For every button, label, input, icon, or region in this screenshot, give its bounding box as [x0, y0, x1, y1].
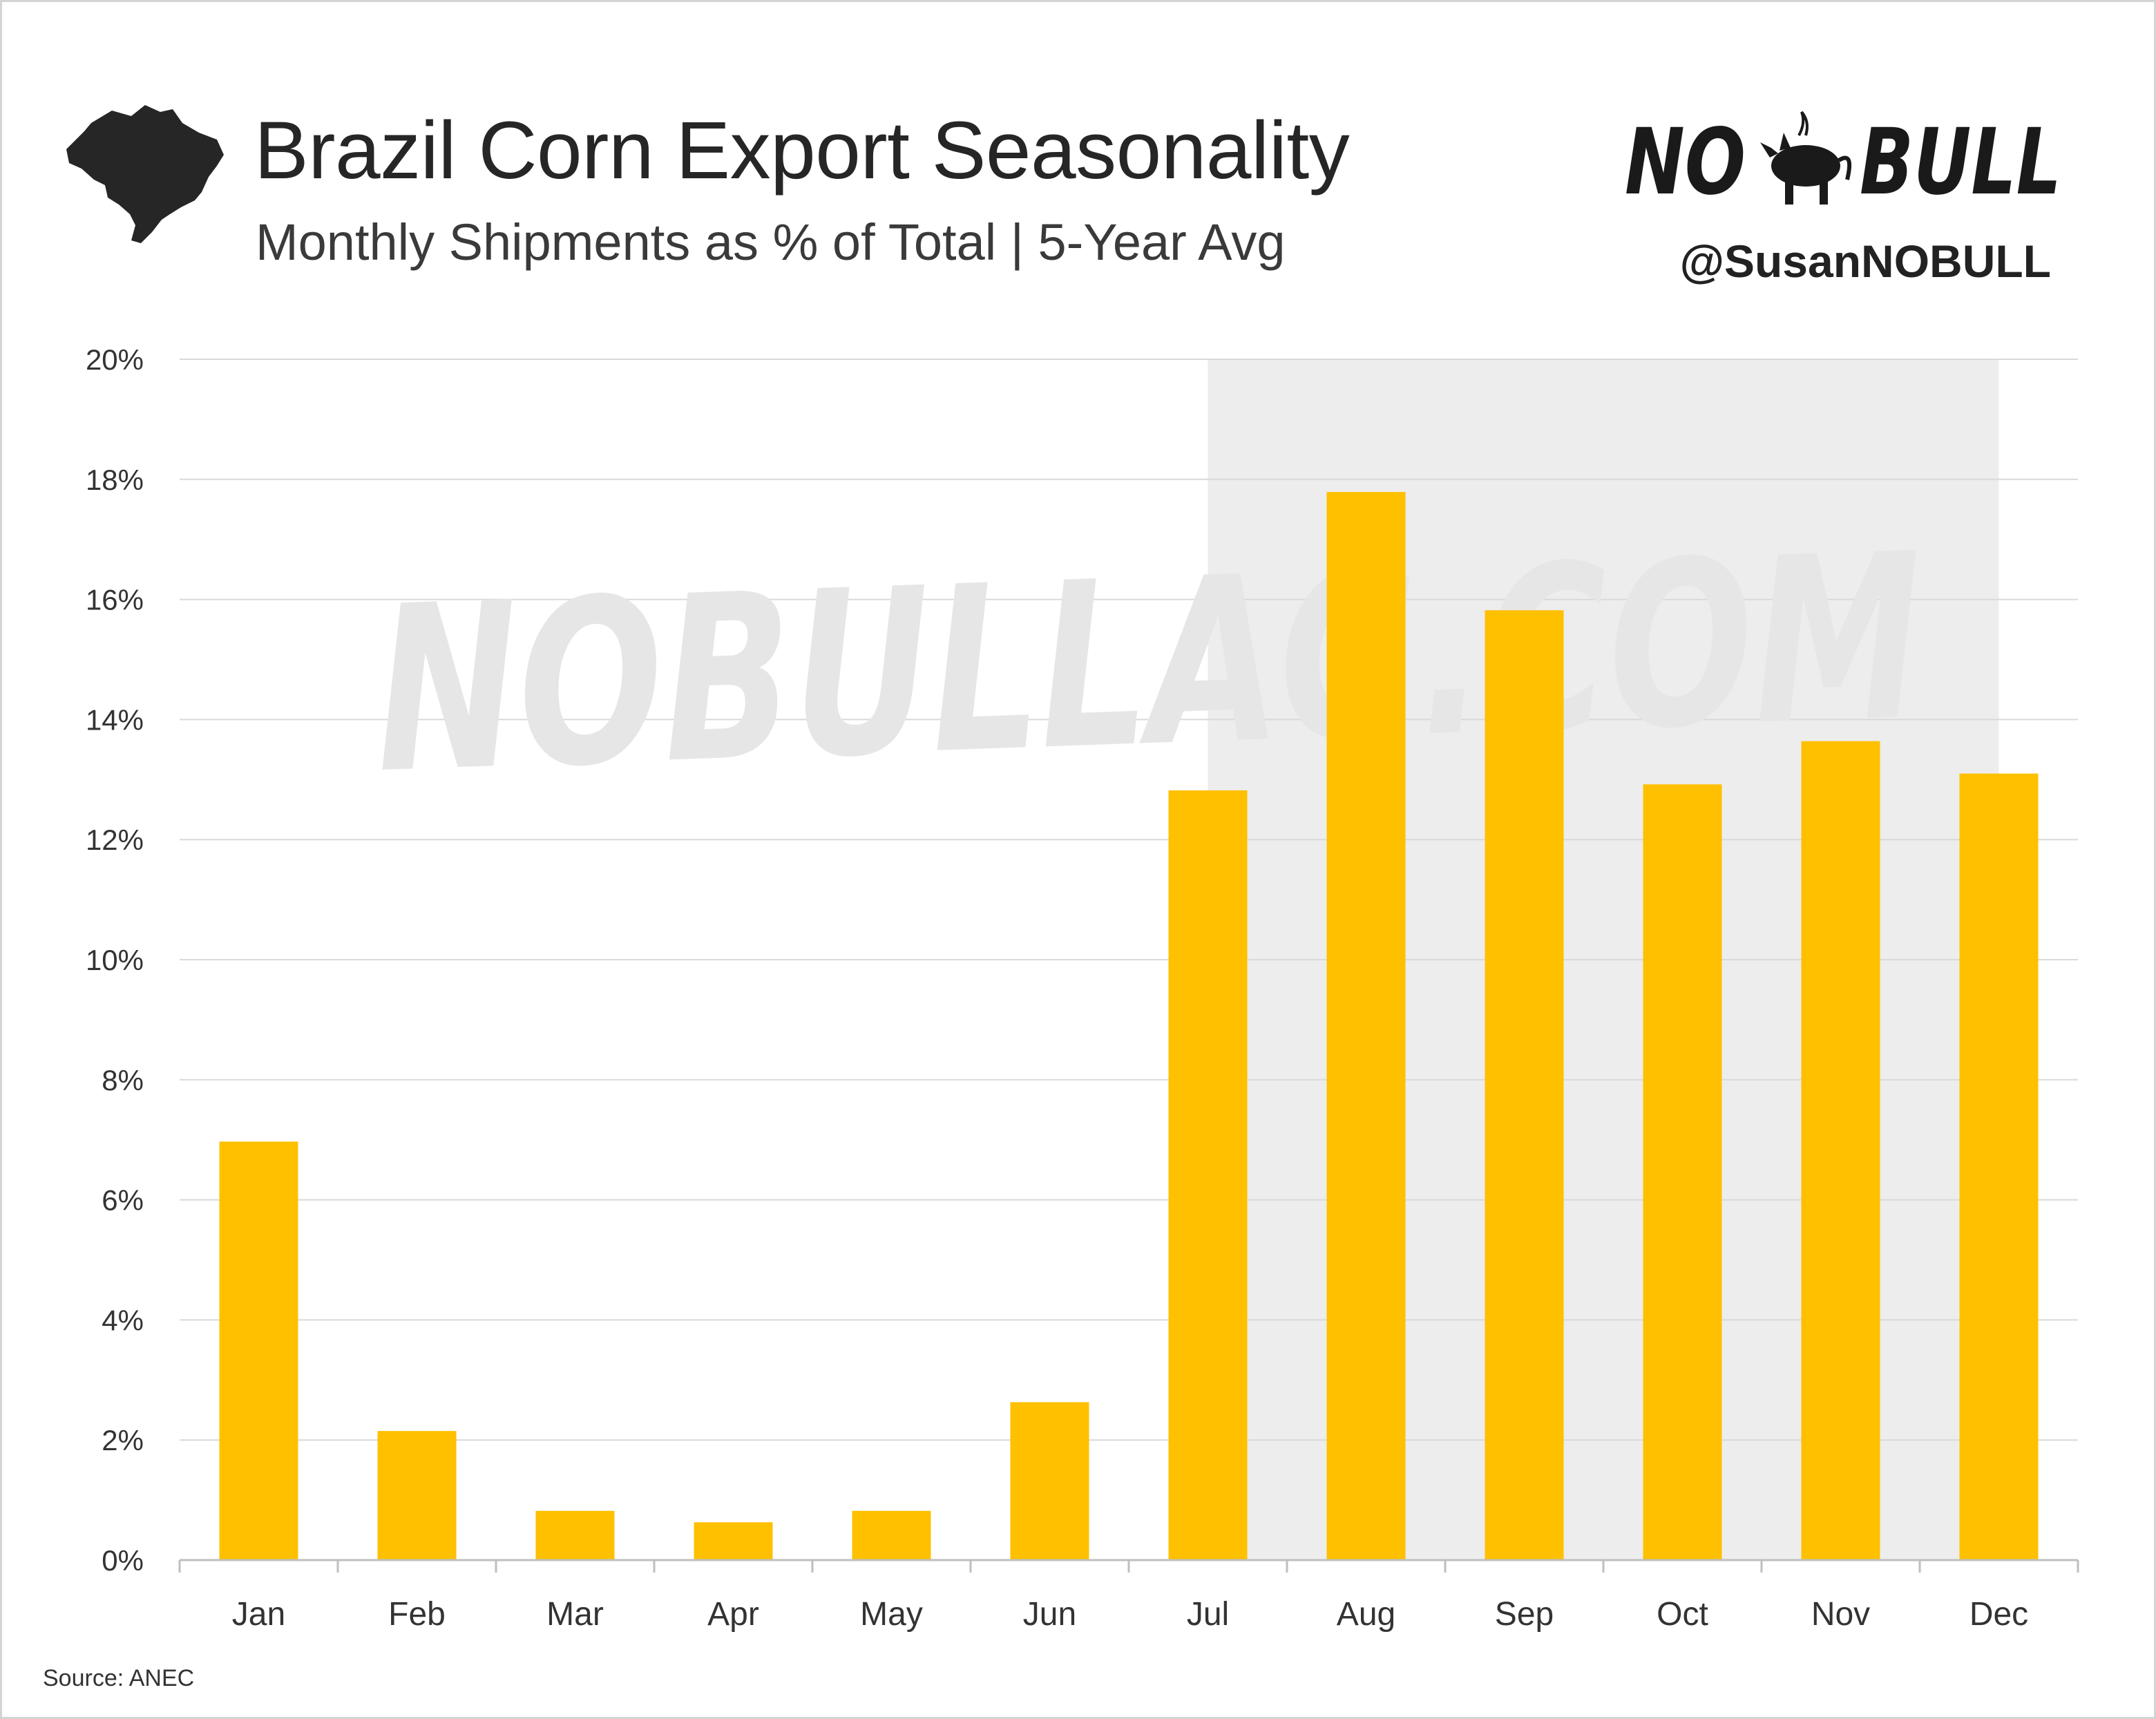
- logo-text-no: NO: [1625, 109, 1746, 213]
- x-tick-label: Oct: [1657, 1596, 1708, 1633]
- bar-sep: [1485, 610, 1564, 1561]
- y-tick-label: 12%: [86, 824, 144, 856]
- bar-jun: [1010, 1402, 1089, 1560]
- x-tick-label: Feb: [388, 1596, 446, 1633]
- bar-jul: [1168, 790, 1248, 1560]
- bar-apr: [694, 1522, 773, 1560]
- x-tick-label: Sep: [1495, 1596, 1554, 1633]
- nobull-logo: NO BULL: [1625, 109, 2061, 213]
- x-tick-label: Mar: [546, 1596, 604, 1633]
- axes: 0% 2% 4% 6% 8% 10% 12% 14% 16% 18% 20% Jan Feb Mar Apr…: [86, 343, 2079, 1633]
- y-tick-label: 2%: [102, 1424, 144, 1456]
- y-tick-label: 4%: [102, 1304, 144, 1336]
- social-handle: @SusanNOBULL: [1679, 236, 2051, 287]
- x-tick-label: Jun: [1023, 1596, 1076, 1633]
- brazil-map-icon: [66, 105, 224, 243]
- x-tick-label: Dec: [1969, 1596, 2028, 1633]
- bar-nov: [1801, 741, 1880, 1560]
- chart-title: Brazil Corn Export Seasonality: [254, 105, 1350, 196]
- y-tick-label: 0%: [102, 1544, 144, 1577]
- x-tick-label: Jan: [232, 1596, 285, 1633]
- y-tick-label: 20%: [86, 343, 144, 376]
- bar-jan: [219, 1141, 298, 1560]
- bull-icon: [1760, 111, 1851, 205]
- y-tick-label: 10%: [86, 944, 144, 976]
- source-note: Source: ANEC: [43, 1665, 195, 1691]
- x-tick-label: Nov: [1811, 1596, 1870, 1633]
- bar-dec: [1959, 773, 2039, 1560]
- x-tick-label: Aug: [1337, 1596, 1395, 1633]
- y-tick-label: 18%: [86, 464, 144, 496]
- y-tick-label: 6%: [102, 1184, 144, 1217]
- bar-mar: [535, 1510, 615, 1560]
- bars: [219, 492, 2039, 1561]
- chart-header: Brazil Corn Export Seasonality Monthly S…: [0, 0, 2156, 332]
- bar-oct: [1643, 784, 1722, 1560]
- bar-may: [852, 1510, 931, 1560]
- y-tick-label: 8%: [102, 1064, 144, 1096]
- watermark: NOBULLAG.COM: [372, 504, 1927, 824]
- chart-subtitle: Monthly Shipments as % of Total | 5-Year…: [256, 213, 1286, 271]
- y-tick-label: 16%: [86, 584, 144, 616]
- x-tick-label: May: [860, 1596, 923, 1633]
- x-tick-label: Apr: [707, 1596, 759, 1633]
- bar-feb: [377, 1431, 457, 1560]
- x-tick-label: Jul: [1187, 1596, 1229, 1633]
- gridlines: [180, 359, 2078, 1441]
- logo-text-bull: BULL: [1860, 109, 2061, 213]
- bar-aug: [1326, 492, 1406, 1560]
- y-tick-label: 14%: [86, 703, 144, 736]
